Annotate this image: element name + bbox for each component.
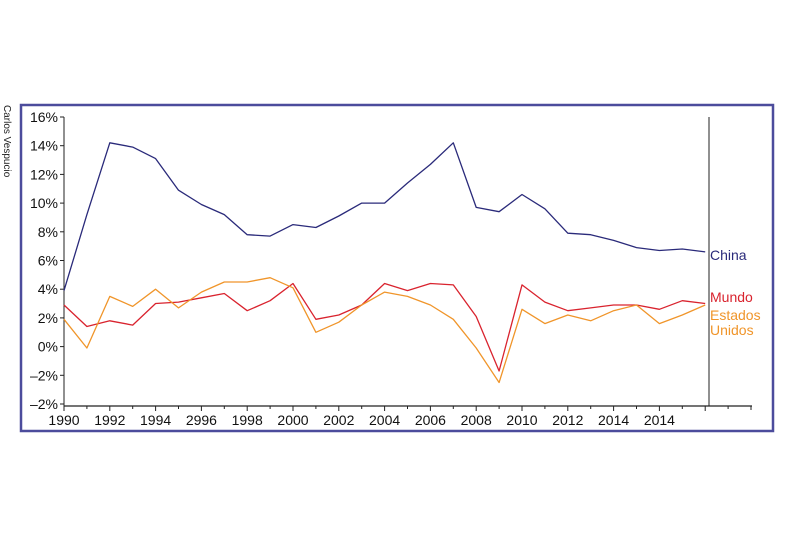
x-tick-label: 2002	[323, 412, 354, 428]
series-label-china: China	[710, 247, 747, 263]
x-tick-label: 2004	[369, 412, 400, 428]
x-ticks: 1990 1992 1994 2996 1998 2000 2002 2004 2006 2008…	[48, 406, 752, 428]
x-tick-label: 2996	[186, 412, 217, 428]
y-tick-label: –2%	[30, 367, 58, 383]
series-line-china	[63, 142, 706, 291]
series-label-estados-unidos: Estados	[710, 307, 761, 323]
y-ticks: 16% 14% 12% 10% 8% 6% 4% 2% 0% –2% –2%	[30, 109, 64, 412]
x-tick-label: 1992	[94, 412, 125, 428]
x-tick-label: 1990	[48, 412, 79, 428]
x-tick-label: 2014	[644, 412, 675, 428]
y-tick-label: 8%	[38, 224, 58, 240]
series-line-mundo	[63, 282, 706, 372]
x-tick-label: 1994	[140, 412, 171, 428]
y-tick-label: 10%	[30, 195, 58, 211]
y-tick-label: 6%	[38, 253, 58, 269]
x-tick-label: 2008	[461, 412, 492, 428]
series-lines	[63, 142, 706, 384]
x-tick-label: 2012	[552, 412, 583, 428]
x-tick-label: 2014	[598, 412, 629, 428]
series-label-mundo: Mundo	[710, 289, 753, 305]
y-axis: 16% 14% 12% 10% 8% 6% 4% 2% 0% –2% –2%	[30, 109, 65, 412]
x-tick-label: 1998	[232, 412, 263, 428]
y-tick-label: 12%	[30, 166, 58, 182]
x-tick-label: 2006	[415, 412, 446, 428]
credit-text: Carlos Vespucio	[1, 105, 12, 178]
y-tick-label: 0%	[38, 339, 58, 355]
x-tick-label: 2000	[277, 412, 308, 428]
y-tick-label: 14%	[30, 138, 58, 154]
series-label-estados-unidos: Unidos	[710, 322, 754, 338]
series-line-estados-unidos	[63, 277, 706, 384]
y-tick-label: 4%	[38, 281, 58, 297]
chart-frame	[19, 103, 775, 433]
x-tick-label: 2010	[506, 412, 537, 428]
y-tick-label: 16%	[30, 109, 58, 125]
y-tick-label: –2%	[30, 396, 58, 412]
x-axis: 1990 1992 1994 2996 1998 2000 2002 2004 2006 2008…	[48, 117, 752, 428]
y-tick-label: 2%	[38, 310, 58, 326]
